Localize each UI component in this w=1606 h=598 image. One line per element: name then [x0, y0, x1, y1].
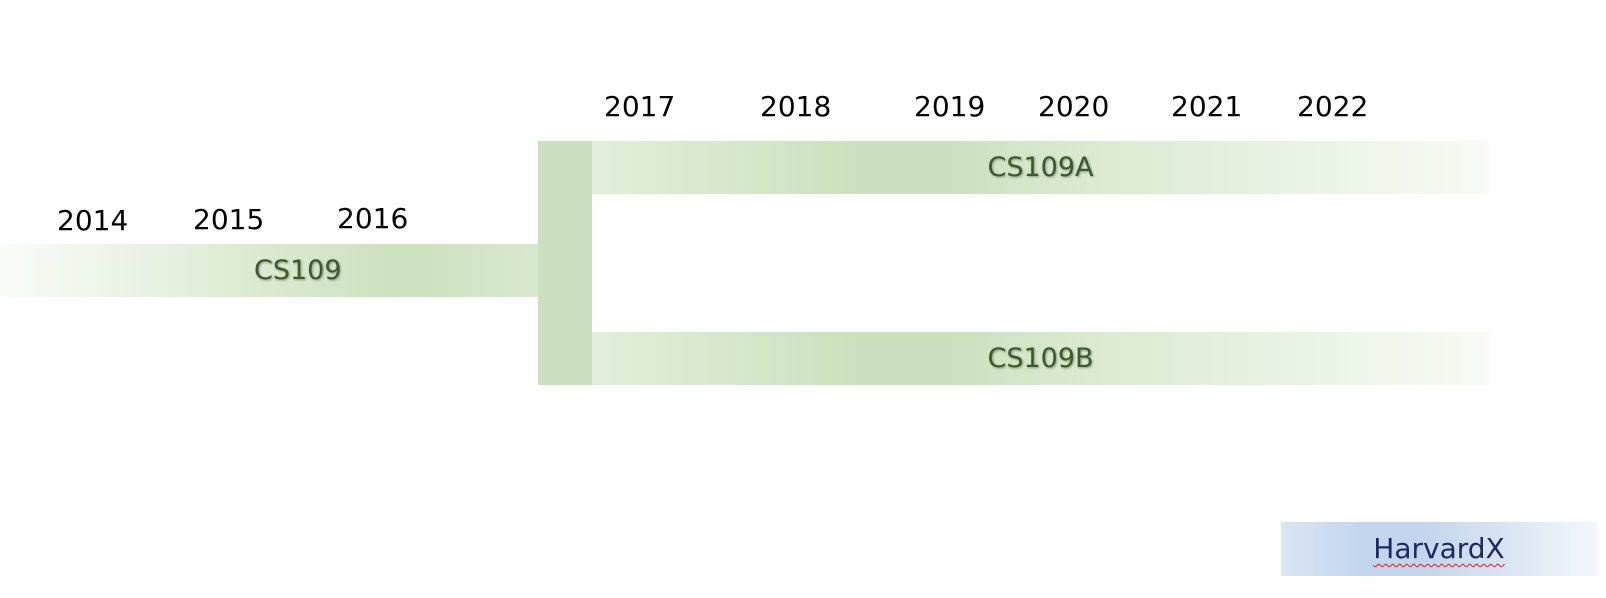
branch-connector	[538, 141, 592, 385]
year-label-2014: 2014	[57, 204, 129, 237]
cs109-band: CS109	[0, 244, 540, 297]
year-label-2015: 2015	[193, 203, 265, 236]
harvardx-label: HarvardX	[1373, 532, 1505, 565]
cs109-label: CS109	[254, 255, 342, 286]
year-label-2018: 2018	[760, 90, 832, 123]
cs109b-label: CS109B	[987, 343, 1094, 374]
year-label-2021: 2021	[1171, 90, 1243, 123]
year-label-2022: 2022	[1297, 90, 1369, 123]
year-label-2016: 2016	[337, 202, 409, 235]
cs109a-label: CS109A	[987, 152, 1094, 183]
cs109a-band: CS109A	[592, 141, 1489, 194]
year-label-2020: 2020	[1038, 90, 1110, 123]
harvardx-box: HarvardX	[1281, 522, 1597, 576]
cs109b-band: CS109B	[592, 332, 1489, 385]
year-label-2017: 2017	[604, 90, 676, 123]
year-label-2019: 2019	[914, 90, 986, 123]
